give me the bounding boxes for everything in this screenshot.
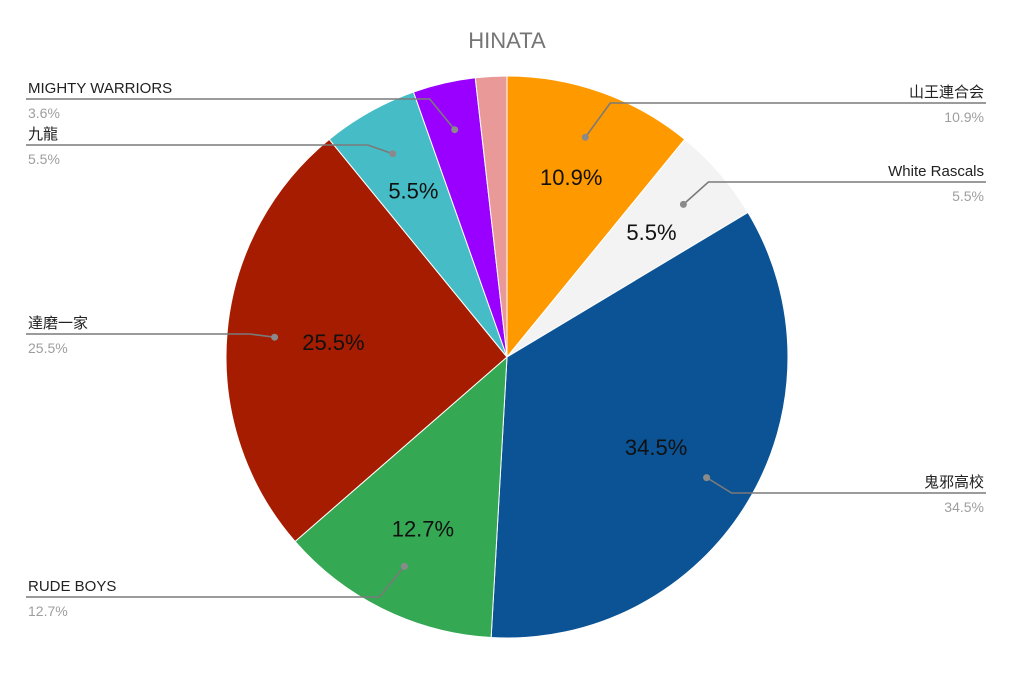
slice-callout: RUDE BOYS 12.7% [26, 562, 408, 619]
leader-line [26, 565, 406, 598]
callout-name: 鬼邪高校 [924, 474, 984, 491]
callout-percent: 5.5% [28, 151, 60, 167]
slice-callouts: 山王連合会 10.9% White Rascals 5.5% 鬼邪高校 34.5% RUDE… [26, 80, 986, 619]
chart-title: HINATA [468, 28, 546, 53]
callout-name: MIGHTY WARRIORS [28, 80, 172, 97]
callout-percent: 34.5% [944, 499, 984, 515]
leader-dot [400, 562, 408, 570]
callout-name: 山王連合会 [909, 84, 984, 101]
pie-slice [474, 75, 508, 358]
slice-value-label: 10.9% [540, 165, 602, 190]
slice-value-label: 5.5% [388, 178, 438, 203]
leader-dot [703, 474, 711, 482]
slice-callout: White Rascals 5.5% [679, 163, 986, 208]
callout-name: RUDE BOYS [28, 578, 116, 595]
callout-name: White Rascals [888, 163, 984, 180]
slice-value-labels: 10.9% 5.5% 34.5% 12.7% 25.5% 5.5% [302, 165, 687, 542]
pie-slice [225, 138, 508, 543]
slice-value-label: 34.5% [625, 435, 687, 460]
leader-line [706, 476, 986, 494]
leader-dot [389, 150, 397, 158]
slice-callout: MIGHTY WARRIORS 3.6% [26, 80, 459, 134]
leader-dot [581, 133, 589, 141]
slice-callout: 鬼邪高校 34.5% [703, 474, 986, 515]
leader-dot [679, 200, 687, 208]
leader-line [26, 144, 393, 155]
callout-name: 達磨一家 [28, 315, 88, 332]
leader-line [682, 181, 986, 205]
slice-value-label: 12.7% [392, 517, 454, 542]
pie-slice [294, 355, 508, 639]
slice-callout: 九龍 5.5% [26, 126, 397, 167]
pie-slice [506, 75, 686, 359]
leader-line [26, 333, 275, 338]
callout-percent: 3.6% [28, 105, 60, 121]
pie-slices [225, 75, 789, 639]
leader-line [26, 98, 456, 131]
callout-percent: 12.7% [28, 603, 68, 619]
callout-percent: 25.5% [28, 340, 68, 356]
callout-name: 九龍 [28, 126, 58, 143]
slice-value-label: 5.5% [626, 220, 676, 245]
callout-percent: 10.9% [944, 109, 984, 125]
pie-slice [490, 211, 789, 639]
slice-callout: 達磨一家 25.5% [26, 315, 279, 356]
slice-value-label: 25.5% [302, 330, 364, 355]
slice-callout: 山王連合会 10.9% [581, 84, 986, 141]
leader-dot [271, 333, 279, 341]
leader-dot [451, 126, 459, 134]
callout-percent: 5.5% [952, 188, 984, 204]
leader-line [584, 102, 986, 138]
